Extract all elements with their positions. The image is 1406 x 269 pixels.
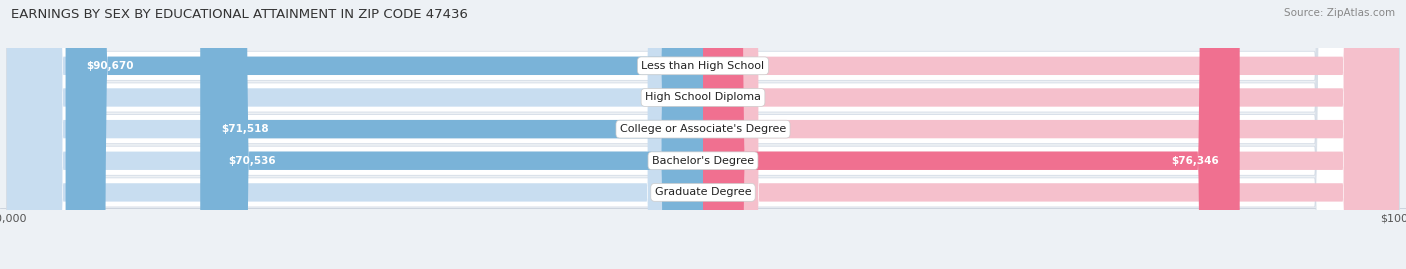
Text: College or Associate's Degree: College or Associate's Degree <box>620 124 786 134</box>
FancyBboxPatch shape <box>703 0 1399 269</box>
FancyBboxPatch shape <box>7 0 1399 269</box>
Legend: Male, Female: Male, Female <box>641 266 765 269</box>
FancyBboxPatch shape <box>66 0 703 269</box>
Text: Source: ZipAtlas.com: Source: ZipAtlas.com <box>1284 8 1395 18</box>
FancyBboxPatch shape <box>7 0 1399 269</box>
FancyBboxPatch shape <box>7 0 703 269</box>
FancyBboxPatch shape <box>7 0 703 269</box>
FancyBboxPatch shape <box>7 0 1399 269</box>
FancyBboxPatch shape <box>207 0 703 269</box>
Text: $0: $0 <box>669 93 682 102</box>
FancyBboxPatch shape <box>7 0 1399 269</box>
Text: Bachelor's Degree: Bachelor's Degree <box>652 156 754 166</box>
Text: $0: $0 <box>724 124 737 134</box>
Text: $76,346: $76,346 <box>1171 156 1219 166</box>
FancyBboxPatch shape <box>703 0 1399 269</box>
Text: Graduate Degree: Graduate Degree <box>655 187 751 197</box>
Text: $0: $0 <box>724 61 737 71</box>
FancyBboxPatch shape <box>703 0 1399 269</box>
FancyBboxPatch shape <box>200 0 703 269</box>
Text: High School Diploma: High School Diploma <box>645 93 761 102</box>
FancyBboxPatch shape <box>703 0 1399 269</box>
FancyBboxPatch shape <box>7 0 703 269</box>
Text: $70,536: $70,536 <box>228 156 276 166</box>
FancyBboxPatch shape <box>7 0 1399 269</box>
Text: EARNINGS BY SEX BY EDUCATIONAL ATTAINMENT IN ZIP CODE 47436: EARNINGS BY SEX BY EDUCATIONAL ATTAINMEN… <box>11 8 468 21</box>
Text: $0: $0 <box>669 187 682 197</box>
Text: $0: $0 <box>724 93 737 102</box>
Text: Less than High School: Less than High School <box>641 61 765 71</box>
FancyBboxPatch shape <box>703 0 1240 269</box>
Text: $71,518: $71,518 <box>221 124 269 134</box>
FancyBboxPatch shape <box>703 0 1399 269</box>
FancyBboxPatch shape <box>7 0 703 269</box>
FancyBboxPatch shape <box>7 0 703 269</box>
Text: $90,670: $90,670 <box>87 61 134 71</box>
Text: $0: $0 <box>724 187 737 197</box>
